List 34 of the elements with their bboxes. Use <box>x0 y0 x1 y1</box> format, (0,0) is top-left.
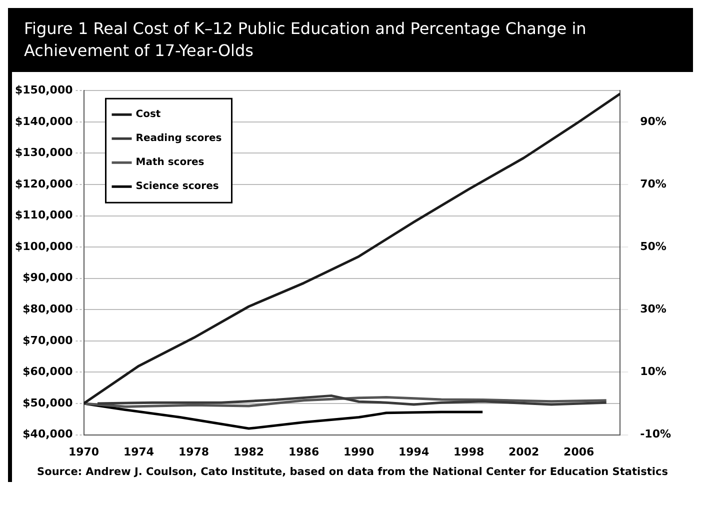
x-tick-label: 1974 <box>123 445 154 458</box>
y-tick-label: $150,000 <box>14 83 74 96</box>
y-tick-label: $80,000 <box>22 302 74 316</box>
legend-label: Science scores <box>136 181 219 192</box>
y-tick-label: $70,000 <box>22 334 74 347</box>
y-tick-label: $60,000 <box>22 365 74 378</box>
x-tick-label: 1994 <box>398 445 430 458</box>
x-tick-label: 1986 <box>288 445 320 458</box>
legend-label: Reading scores <box>136 133 222 144</box>
y-tick-label: $50,000 <box>22 396 74 410</box>
x-tick-label: 2002 <box>508 445 540 458</box>
y-tick-label: $140,000 <box>14 114 74 128</box>
x-tick-label: 1978 <box>178 445 210 458</box>
legend-label: Math scores <box>136 157 204 168</box>
y2-tick-label: 30% <box>640 302 666 316</box>
y2-tick-label: 50% <box>640 240 666 253</box>
y-tick-label: $110,000 <box>14 208 74 222</box>
x-tick-label: 2006 <box>564 445 594 458</box>
x-tick-label: 1982 <box>233 445 264 458</box>
y-tick-label: $130,000 <box>14 146 74 160</box>
source-note: Source: Andrew J. Coulson, Cato Institute, based on data from the National Center for Education Statistics <box>36 465 669 480</box>
y2-tick-label: 10% <box>640 365 666 378</box>
y-tick-label: $40,000 <box>22 428 74 441</box>
x-tick-label: 1970 <box>68 445 100 458</box>
y2-tick-label: 70% <box>640 177 666 190</box>
x-tick-label: 1998 <box>454 445 484 458</box>
legend-label: Cost <box>136 109 161 120</box>
y2-tick-label: 90% <box>640 114 666 128</box>
x-tick-label: 1990 <box>343 445 374 458</box>
y2-tick-label: -10% <box>640 428 672 441</box>
y-tick-label: $100,000 <box>14 240 74 253</box>
y-tick-label: $90,000 <box>22 271 74 284</box>
chart-title: Figure 1 Real Cost of K–12 Public Education and Percentage Change in Achievement of 17-Year-Olds <box>12 8 693 72</box>
y-tick-label: $120,000 <box>14 177 74 190</box>
